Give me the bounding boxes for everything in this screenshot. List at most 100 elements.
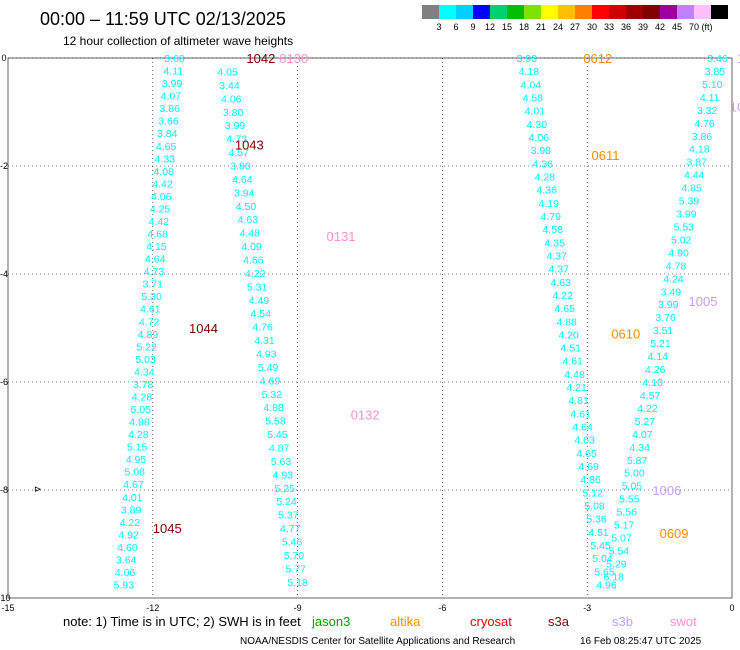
wave-height-value: 4.73 <box>144 266 165 278</box>
legend-swatch <box>507 5 524 19</box>
wave-height-value: 4.22 <box>552 290 573 302</box>
legend-swatch <box>660 5 677 19</box>
legend-tick-label: 30 <box>587 22 597 32</box>
pass-label: 1 <box>737 51 740 66</box>
wave-height-value: 4.24 <box>663 273 684 285</box>
wave-height-value: 4.09 <box>241 241 262 253</box>
wave-height-value: 4.07 <box>161 91 182 103</box>
wave-height-value: 5.36 <box>586 514 607 526</box>
wave-height-value: 4.06 <box>221 93 242 105</box>
satellite-label-altika: altika <box>390 614 421 629</box>
legend-tick-label: 36 <box>621 22 631 32</box>
legend-tick-label: 45 <box>672 22 682 32</box>
wave-height-value: 3.99 <box>162 78 183 90</box>
wave-height-value: 4.37 <box>547 250 568 262</box>
wave-height-value: 5.58 <box>265 416 286 428</box>
wave-height-value: 4.37 <box>549 264 570 276</box>
legend-tick-label: 6 <box>453 22 458 32</box>
satellite-label-swot: swot <box>670 614 697 629</box>
wave-height-value: 4.14 <box>648 351 669 363</box>
legend-swatch <box>626 5 643 19</box>
wave-height-value: 5.53 <box>674 221 695 233</box>
pass-label: 1C <box>730 100 740 115</box>
wave-height-value: 5.25 <box>274 483 295 495</box>
wave-height-value: 3.32 <box>697 105 718 117</box>
legend-swatch <box>456 5 473 19</box>
legend-tick-label: 3 <box>436 22 441 32</box>
pass-label: 1043 <box>235 137 264 152</box>
wave-height-value: 4.65 <box>554 303 575 315</box>
legend-swatch <box>592 5 609 19</box>
legend-swatch <box>609 5 626 19</box>
wave-height-value: 5.70 <box>284 550 305 562</box>
wave-height-value: 4.60 <box>117 542 138 554</box>
legend-swatch <box>575 5 592 19</box>
wave-height-value: 4.87 <box>269 443 290 455</box>
wave-height-value: 3.76 <box>655 312 676 324</box>
wave-height-value: 3.86 <box>692 131 713 143</box>
chart-subtitle: 12 hour collection of altimeter wave hei… <box>63 34 293 48</box>
pass-label: 0131 <box>327 229 356 244</box>
wave-height-value: 3.68 <box>164 53 185 65</box>
wave-height-value: 5.46 <box>282 537 303 549</box>
wave-height-value: 4.66 <box>243 255 264 267</box>
wave-height-value: 4.89 <box>138 329 159 341</box>
wave-height-value: 4.54 <box>251 308 272 320</box>
satellite-label-jason3: jason3 <box>311 614 350 629</box>
wave-height-value: 4.28 <box>535 171 556 183</box>
wave-height-value: 3.46 <box>707 53 728 65</box>
wave-height-value: 4.31 <box>254 335 275 347</box>
legend-swatch <box>541 5 558 19</box>
wave-height-value: 5.27 <box>635 416 656 428</box>
wave-height-value: 4.51 <box>560 343 581 355</box>
legend-tick-label: 9 <box>470 22 475 32</box>
wave-height-value: 4.05 <box>217 67 238 79</box>
wave-height-value: 5.29 <box>606 558 627 570</box>
wave-height-value: 3.44 <box>219 80 240 92</box>
wave-height-value: 4.90 <box>668 247 689 259</box>
satellite-label-s3a: s3a <box>548 614 570 629</box>
wave-height-value: 3.84 <box>157 128 178 140</box>
wave-height-value: 4.93 <box>273 469 294 481</box>
wave-height-value: 4.34 <box>134 366 155 378</box>
wave-height-value: 5.08 <box>584 501 605 513</box>
x-tick-label: -15 <box>1 603 14 613</box>
pass-label: 0132 <box>351 407 380 422</box>
wave-height-value: 4.88 <box>263 402 284 414</box>
wave-height-value: 4.07 <box>632 429 653 441</box>
wave-height-value: 5.05 <box>622 481 643 493</box>
wave-height-value: 4.25 <box>150 203 171 215</box>
wave-height-value: 4.68 <box>147 229 168 241</box>
wave-height-value: 5.30 <box>141 291 162 303</box>
wave-height-tracks: 3.684.113.994.073.863.663.844.654.334.08… <box>114 53 728 592</box>
y-tick-label: -2 <box>0 161 8 171</box>
wave-height-value: 4.77 <box>280 523 301 535</box>
pass-labels: 1042 0130 1043 0131 1044 0132 1045 0612 0611 0610… <box>153 51 740 541</box>
wave-height-value: 4.22 <box>120 517 141 529</box>
wave-height-value: 4.81 <box>568 395 589 407</box>
wave-height-value: 4.73 <box>227 134 248 146</box>
wave-height-value: 4.50 <box>236 201 257 213</box>
pass-label: 1042 <box>246 51 275 66</box>
legend-swatch <box>473 5 490 19</box>
x-tick-label: -12 <box>146 603 159 613</box>
wave-height-value: 3.85 <box>705 66 726 78</box>
wave-height-value: 3.89 <box>121 504 142 516</box>
legend-swatch <box>677 5 694 19</box>
wave-height-value: 4.64 <box>145 254 166 266</box>
wave-height-value: 4.76 <box>252 322 273 334</box>
wave-height-value: 4.95 <box>126 454 147 466</box>
wave-height-value: 5.87 <box>627 455 648 467</box>
wave-height-value: 4.06 <box>151 191 172 203</box>
wave-height-value: 4.10 <box>642 377 663 389</box>
color-legend: 3 6 9 12 15 18 21 24 27 30 33 36 39 42 45 70 (ft) <box>422 5 728 32</box>
wave-height-value: 5.31 <box>247 281 268 293</box>
arrow-marker: ⊳ <box>34 484 42 494</box>
wave-height-value: 4.58 <box>523 92 544 104</box>
legend-tick-label: 18 <box>519 22 529 32</box>
legend-tick-label: 15 <box>502 22 512 32</box>
wave-height-value: 4.22 <box>637 403 658 415</box>
wave-height-value: 4.92 <box>118 529 139 541</box>
wave-height-value: 4.93 <box>256 349 277 361</box>
